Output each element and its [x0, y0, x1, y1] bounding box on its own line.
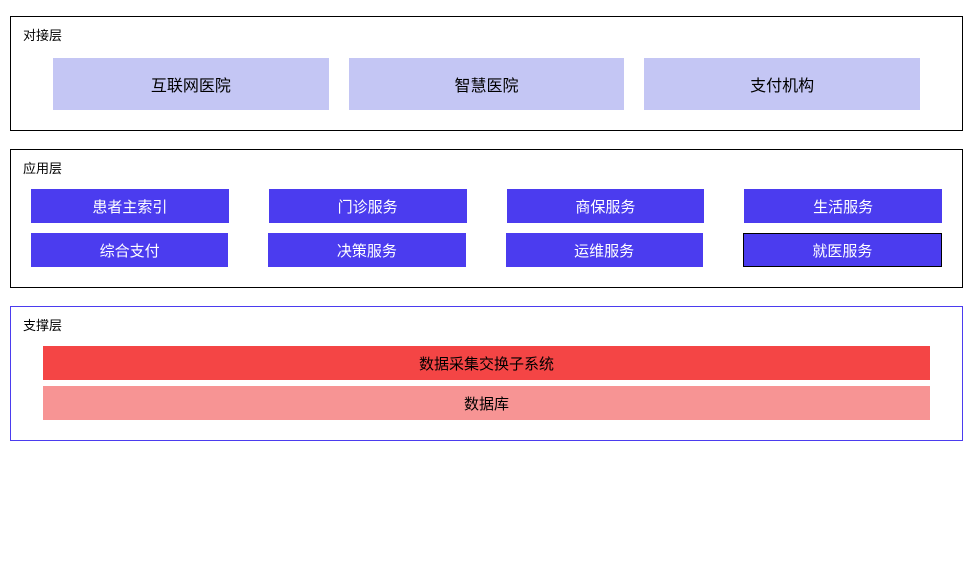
layer-application-row-0: 患者主索引 门诊服务 商保服务 生活服务 — [23, 189, 950, 223]
box-commercial-insurance: 商保服务 — [507, 189, 705, 223]
layer-application-title: 应用层 — [23, 158, 950, 177]
layer-docking-row-0: 互联网医院 智慧医院 支付机构 — [23, 58, 950, 110]
box-data-exchange-subsystem: 数据采集交换子系统 — [43, 346, 930, 380]
layer-support: 支撑层 数据采集交换子系统 数据库 — [10, 306, 963, 441]
layer-docking: 对接层 互联网医院 智慧医院 支付机构 — [10, 16, 963, 131]
box-medical-service: 就医服务 — [743, 233, 942, 267]
box-ops-service: 运维服务 — [506, 233, 703, 267]
box-outpatient-service: 门诊服务 — [269, 189, 467, 223]
box-smart-hospital: 智慧医院 — [349, 58, 625, 110]
layer-application-row-1: 综合支付 决策服务 运维服务 就医服务 — [23, 233, 950, 267]
box-life-service: 生活服务 — [744, 189, 942, 223]
box-patient-index: 患者主索引 — [31, 189, 229, 223]
box-payment-org: 支付机构 — [644, 58, 920, 110]
layer-docking-title: 对接层 — [23, 25, 950, 44]
layer-support-title: 支撑层 — [23, 315, 950, 334]
box-internet-hospital: 互联网医院 — [53, 58, 329, 110]
layer-application: 应用层 患者主索引 门诊服务 商保服务 生活服务 综合支付 决策服务 运维服务 … — [10, 149, 963, 288]
box-database: 数据库 — [43, 386, 930, 420]
box-decision-service: 决策服务 — [268, 233, 465, 267]
box-integrated-payment: 综合支付 — [31, 233, 228, 267]
